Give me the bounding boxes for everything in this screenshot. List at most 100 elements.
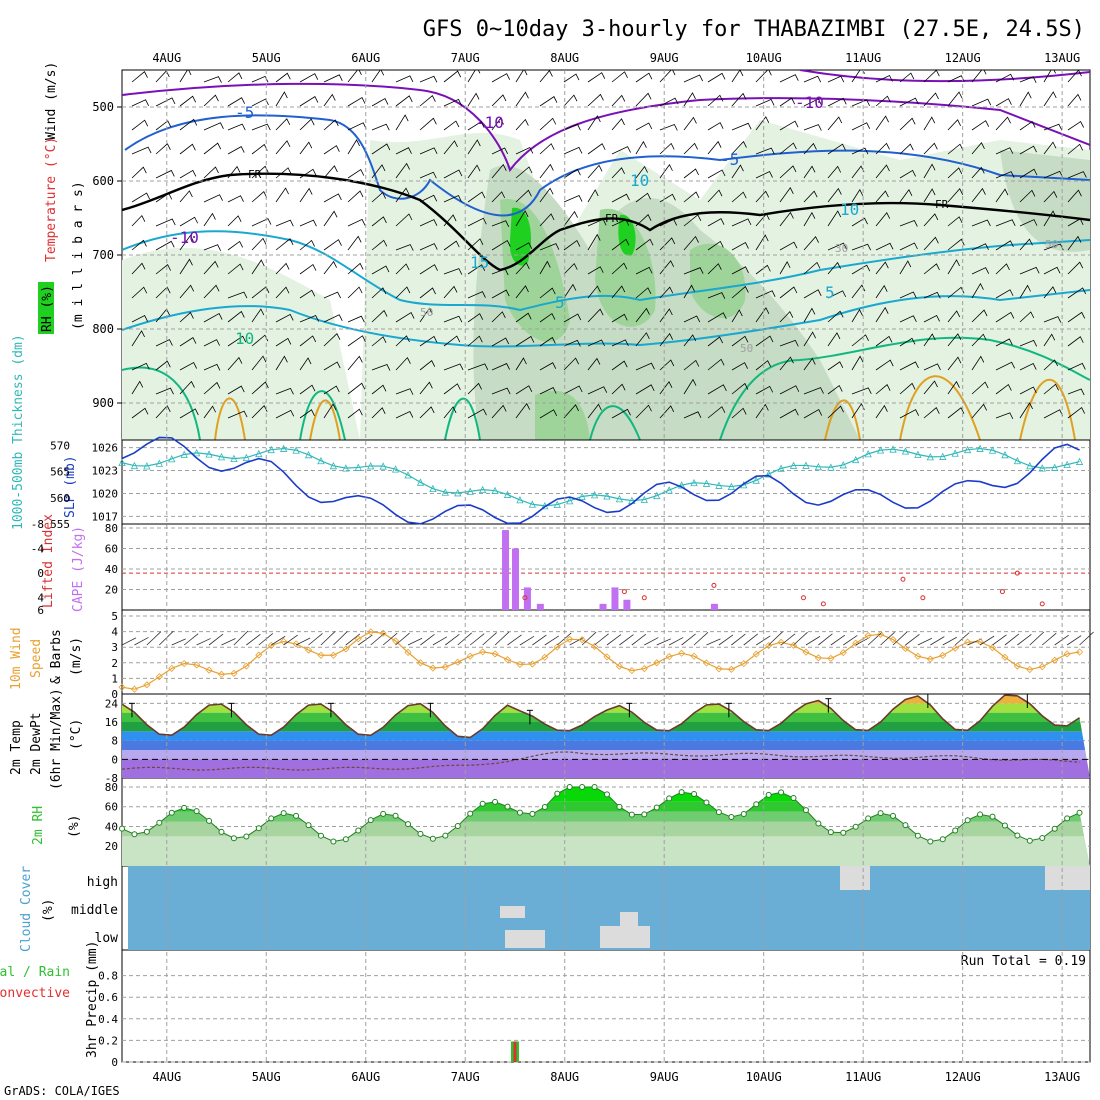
rh-2m-point xyxy=(964,817,971,824)
wind-barb xyxy=(251,75,269,83)
wind-barb xyxy=(707,336,723,347)
wind-barb xyxy=(875,115,889,131)
thickness-point xyxy=(267,445,275,454)
surface-wind-barb xyxy=(445,633,460,646)
rh-2m-point xyxy=(765,791,772,798)
temp-band xyxy=(122,731,1090,741)
thickness-point xyxy=(777,464,785,472)
run-total-label: Run Total = 0.19 xyxy=(961,954,1086,969)
wind-barb xyxy=(827,165,842,179)
wind-barb xyxy=(179,408,199,419)
wind-barb xyxy=(947,259,960,275)
wind-barb xyxy=(1067,93,1082,107)
rh-2m-point xyxy=(529,810,536,817)
wind-label-line-1: 10m Wind xyxy=(9,627,24,690)
thickness-point xyxy=(640,495,648,503)
wind-barb xyxy=(635,192,651,203)
surface-wind-barb xyxy=(867,631,883,646)
wind-ytick-label: 0 xyxy=(111,688,118,701)
surface-wind-barb xyxy=(494,631,510,646)
wind-barb xyxy=(203,212,216,227)
wind-barb xyxy=(227,240,244,251)
wind-barb xyxy=(539,187,554,203)
rh-2m-point xyxy=(330,838,337,845)
wind-barb xyxy=(1043,210,1057,227)
wind-barb xyxy=(155,169,175,179)
wind-barb xyxy=(803,307,816,323)
wind-barb xyxy=(779,74,799,83)
wind-barb xyxy=(1043,266,1061,275)
thickness-point xyxy=(914,450,922,458)
surface-wind-barb xyxy=(544,635,560,646)
wind-speed-point xyxy=(852,639,860,647)
wind-barb xyxy=(563,283,577,299)
wind-barb xyxy=(611,383,626,395)
cape-bar xyxy=(511,548,519,610)
wind-barb xyxy=(131,330,145,347)
wind-speed-point xyxy=(404,648,412,656)
surface-wind-barb xyxy=(507,634,522,646)
wind-barb xyxy=(1043,123,1063,131)
rh-2m-point xyxy=(131,831,138,838)
wind-barb xyxy=(539,387,557,395)
rh-2m-point xyxy=(865,815,872,822)
wind-barb xyxy=(995,289,1014,299)
cape-bar xyxy=(536,603,544,610)
wind-barb xyxy=(1067,235,1082,251)
wind-barb xyxy=(131,71,148,83)
rh-2m-point xyxy=(305,822,312,829)
temperature-contour-2 xyxy=(124,114,1090,217)
wind-barb xyxy=(563,123,581,131)
surface-wind-barb xyxy=(221,638,236,646)
wind-barb xyxy=(227,165,241,179)
wind-speed-point xyxy=(230,669,238,677)
wind-barb xyxy=(443,335,461,347)
wind-barb xyxy=(803,236,819,251)
thickness-point xyxy=(155,459,163,467)
wind-barb xyxy=(803,289,822,299)
wind-barb xyxy=(419,219,438,227)
surface-wind-barb xyxy=(295,637,311,646)
wind-barb xyxy=(539,409,558,419)
wind-barb xyxy=(251,259,265,275)
thickness-point xyxy=(939,452,947,460)
wind-barb xyxy=(299,289,316,299)
rh-2m-point xyxy=(852,823,859,830)
thickness-point xyxy=(292,446,300,454)
contour-label: 50 xyxy=(740,342,753,355)
wind-barb xyxy=(203,94,219,107)
rh-2m-point xyxy=(840,829,847,836)
wind-barb xyxy=(347,408,363,419)
contour-label: 10 xyxy=(630,171,649,190)
wind-barb xyxy=(251,334,269,347)
wind-barb xyxy=(227,291,248,299)
wind-barb xyxy=(611,94,626,107)
wind-barb xyxy=(923,380,938,395)
wind-barb xyxy=(155,97,176,107)
wind-barb xyxy=(515,189,532,203)
wind-barb xyxy=(971,219,991,227)
wind-barb xyxy=(875,359,894,371)
lifted-index-point xyxy=(641,595,647,601)
wind-barb xyxy=(707,140,722,155)
wind-barb xyxy=(227,310,245,323)
wind-barb xyxy=(635,165,648,179)
cape-bar xyxy=(623,599,631,610)
lifted-index-point xyxy=(1014,570,1020,576)
contour-label: FR xyxy=(935,198,949,211)
wind-barb xyxy=(899,260,912,275)
wind-barb xyxy=(179,70,192,83)
wind-barb xyxy=(611,71,628,83)
rh-shade-region-8 xyxy=(509,207,532,266)
slp-ytick-label: 1023 xyxy=(92,465,119,478)
wind-barb xyxy=(755,335,774,347)
wind-barb xyxy=(323,333,341,347)
thickness-point xyxy=(304,450,313,459)
surface-wind-barb xyxy=(693,631,709,646)
top-day-labels: 4AUG 5AUG 6AUG 7AUG 8AUG 9AUG 10AUG 11AUG 12AUG 1… xyxy=(152,51,1080,65)
thickness-point xyxy=(963,445,972,454)
rh-2m-point xyxy=(927,838,934,845)
wind-barb xyxy=(515,91,529,107)
thickness-point xyxy=(578,492,586,500)
temp-band xyxy=(122,759,1090,778)
